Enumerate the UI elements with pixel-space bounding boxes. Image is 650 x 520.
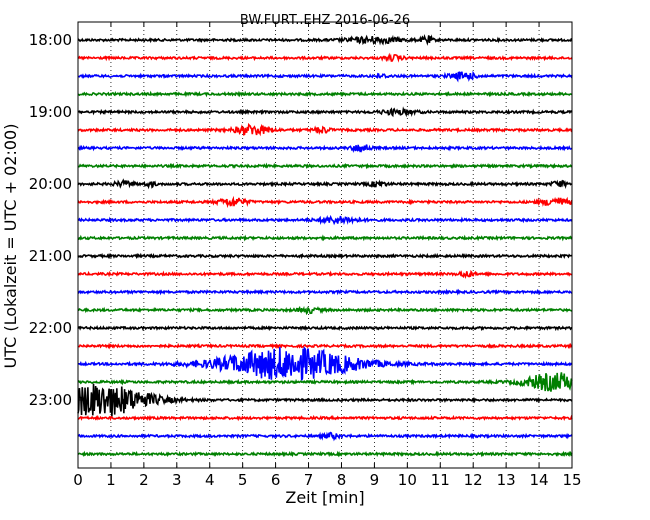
x-tick-label: 12 [464, 471, 483, 489]
trace-line [77, 234, 573, 242]
trace-line [77, 34, 573, 46]
x-tick-label: 14 [530, 471, 549, 489]
x-tick-label: 1 [106, 471, 116, 489]
y-tick-label: 20:00 [29, 175, 72, 193]
chart-title: BW.FURT..EHZ 2016-06-26 [240, 13, 410, 28]
x-tick-label: 0 [73, 471, 83, 489]
y-tick-label: 23:00 [29, 391, 72, 409]
x-tick-label: 7 [304, 471, 314, 489]
trace-line [77, 269, 573, 279]
x-tick-label: 10 [398, 471, 417, 489]
x-tick-label: 3 [172, 471, 182, 489]
x-tick-label: 6 [271, 471, 281, 489]
y-tick-label: 21:00 [29, 247, 72, 265]
x-tick-label: 11 [431, 471, 450, 489]
trace-line [77, 346, 573, 381]
trace-line [77, 431, 573, 442]
x-tick-label: 9 [370, 471, 380, 489]
y-tick-labels: 18:00 19:00 20:00 21:00 22:00 23:00 [29, 31, 72, 409]
seismic-traces [77, 34, 573, 458]
x-axis-label: Zeit [min] [285, 488, 364, 507]
trace-line [77, 288, 573, 296]
trace-line [77, 52, 573, 63]
trace-line [78, 305, 573, 316]
trace-line [77, 162, 573, 170]
trace-line [77, 144, 573, 153]
y-axis-label: UTC (Lokalzeit = UTC + 02:00) [1, 124, 20, 369]
trace-line [77, 178, 573, 190]
y-tick-label: 19:00 [29, 103, 72, 121]
x-tick-label: 15 [562, 471, 581, 489]
plot-frame [77, 21, 573, 469]
y-tick-label: 22:00 [29, 319, 72, 337]
trace-line [77, 324, 573, 332]
trace-line [77, 252, 573, 260]
axis-ticks [77, 22, 573, 468]
trace-line [77, 450, 573, 458]
trace-line [77, 122, 573, 137]
trace-line [77, 414, 573, 422]
x-tick-labels: 0 1 2 3 4 5 6 7 8 9 10 11 12 13 14 15 [73, 471, 581, 489]
trace-line [77, 90, 573, 98]
x-tick-label: 2 [139, 471, 149, 489]
x-tick-label: 4 [205, 471, 215, 489]
x-tick-label: 8 [337, 471, 347, 489]
trace-line [77, 383, 573, 417]
trace-line [77, 372, 573, 392]
trace-line [77, 342, 573, 350]
trace-line [77, 195, 573, 209]
x-tick-label: 13 [497, 471, 516, 489]
trace-line [77, 106, 573, 118]
x-tick-label: 5 [238, 471, 248, 489]
trace-line [77, 214, 573, 226]
trace-line [77, 70, 573, 83]
y-tick-label: 18:00 [29, 31, 72, 49]
